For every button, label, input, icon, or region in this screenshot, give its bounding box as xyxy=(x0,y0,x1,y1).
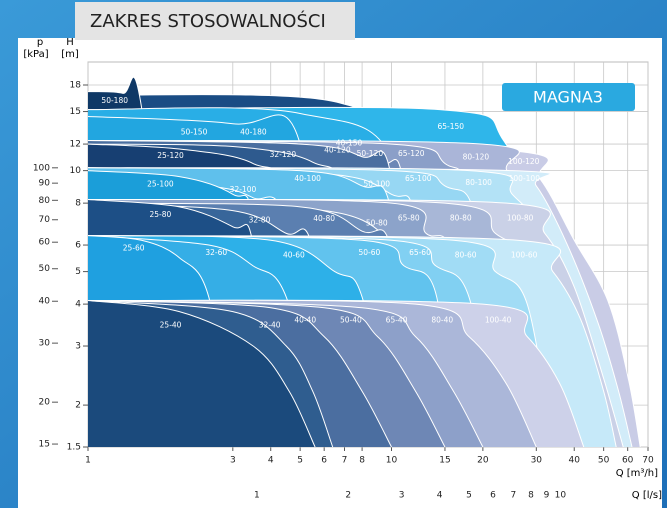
x-label: Q [m³/h] xyxy=(616,468,658,479)
title: ZAKRES STOSOWALNOŚCI xyxy=(90,10,326,32)
x-tick-label: 40 xyxy=(569,456,581,466)
y2-tick-label: 90 xyxy=(39,179,51,189)
region-label: 100-80 xyxy=(507,213,534,222)
x-tick-label: 6 xyxy=(321,456,327,466)
y-tick-label: 10 xyxy=(70,166,82,176)
y-tick-label: 15 xyxy=(70,107,81,117)
region-label: 80-120 xyxy=(463,153,490,162)
region-label: 50-60 xyxy=(358,248,380,257)
y-tick-label: 3 xyxy=(75,342,81,352)
y-tick-label: 5 xyxy=(75,267,81,277)
region-label: 25-40 xyxy=(160,320,182,329)
region-label: 32-80 xyxy=(249,215,271,224)
region-label: 40-80 xyxy=(313,214,335,223)
x2-tick-label: 6 xyxy=(490,491,496,501)
y-tick-label: 12 xyxy=(70,140,81,150)
region-label: 65-150 xyxy=(437,122,464,131)
x2-tick-label: 4 xyxy=(437,491,443,501)
x-tick-label: 60 xyxy=(622,456,634,466)
y2-tick-label: 100 xyxy=(33,163,50,173)
x-tick-label: 30 xyxy=(531,456,543,466)
region-label: 32-40 xyxy=(259,320,281,329)
region-label: 80-40 xyxy=(431,316,453,325)
region-label: 80-100 xyxy=(465,178,492,187)
region-label: 40-180 xyxy=(240,128,267,137)
x2-tick-label: 2 xyxy=(345,491,351,501)
x2-tick-label: 10 xyxy=(555,491,567,501)
region-label: 40-100 xyxy=(294,174,321,183)
region-label: 50-150 xyxy=(181,127,208,136)
y2-label: [kPa] xyxy=(23,49,48,60)
y-tick-label: 18 xyxy=(70,81,82,91)
x-tick-label: 15 xyxy=(439,456,450,466)
region-label: 100-120 xyxy=(508,157,540,166)
region-label: 32-60 xyxy=(205,248,227,257)
y2-tick-label: 70 xyxy=(39,215,51,225)
region-label: 40-40 xyxy=(294,316,316,325)
y2-tick-label: 30 xyxy=(39,339,51,349)
chart: ZAKRES STOSOWALNOŚCI 1345678101520304050… xyxy=(0,0,667,508)
x-tick-label: 5 xyxy=(297,456,303,466)
x-tick-label: 3 xyxy=(230,456,236,466)
y-tick-label: 8 xyxy=(75,199,81,209)
region-label: 65-40 xyxy=(386,316,408,325)
y-label: [m] xyxy=(61,49,79,60)
region-label: 25-100 xyxy=(147,179,174,188)
x-tick-label: 10 xyxy=(386,456,398,466)
region-label: 65-120 xyxy=(398,149,425,158)
badge: MAGNA3 xyxy=(533,88,603,107)
region-label: 100-100 xyxy=(509,174,541,183)
x2-label: Q [l/s] xyxy=(632,490,662,501)
region-label: 32-120 xyxy=(270,150,297,159)
y-tick-label: 4 xyxy=(75,300,81,310)
region-label: 40-120 xyxy=(324,146,351,155)
region-label: 25-120 xyxy=(157,151,184,160)
x-tick-label: 8 xyxy=(359,456,365,466)
region-label: 65-60 xyxy=(409,248,431,257)
region-label: 25-80 xyxy=(150,210,172,219)
x2-tick-label: 3 xyxy=(399,491,405,501)
region-label: 100-40 xyxy=(485,316,512,325)
x-tick-label: 1 xyxy=(85,456,91,466)
region-label: 80-60 xyxy=(455,251,477,260)
y-label: H xyxy=(66,37,74,48)
y2-label: p xyxy=(37,37,43,48)
region-label: 50-180 xyxy=(101,96,128,105)
x-tick-label: 7 xyxy=(342,456,348,466)
region-label: 40-60 xyxy=(283,251,305,260)
region-label: 65-100 xyxy=(405,174,432,183)
y2-tick-label: 15 xyxy=(39,440,50,450)
x-tick-label: 4 xyxy=(268,456,274,466)
region-label: 80-80 xyxy=(450,213,472,222)
y2-tick-label: 20 xyxy=(39,398,51,408)
y2-tick-label: 40 xyxy=(39,297,51,307)
region-label: 50-120 xyxy=(357,149,384,158)
region-label: 100-60 xyxy=(511,251,538,260)
region-label: 25-60 xyxy=(123,244,145,253)
region-label: 50-100 xyxy=(364,179,391,188)
region-label: 50-40 xyxy=(340,316,362,325)
x2-tick-label: 1 xyxy=(254,491,260,501)
x2-tick-label: 8 xyxy=(528,491,534,501)
region-label: 65-80 xyxy=(398,213,420,222)
x2-tick-label: 5 xyxy=(466,491,472,501)
x-tick-label: 20 xyxy=(477,456,489,466)
y-tick-label: 6 xyxy=(75,241,81,251)
y-tick-label: 2 xyxy=(75,401,81,411)
x-tick-label: 70 xyxy=(642,456,654,466)
y2-tick-label: 60 xyxy=(39,238,51,248)
region-label: 32-100 xyxy=(230,185,257,194)
x-tick-label: 50 xyxy=(598,456,610,466)
region-label: 50-80 xyxy=(366,219,388,228)
y2-tick-label: 50 xyxy=(39,264,51,274)
x2-tick-label: 7 xyxy=(510,491,516,501)
y-tick-label: 1.5 xyxy=(67,443,81,453)
y2-tick-label: 80 xyxy=(39,196,51,206)
x2-tick-label: 9 xyxy=(544,491,550,501)
